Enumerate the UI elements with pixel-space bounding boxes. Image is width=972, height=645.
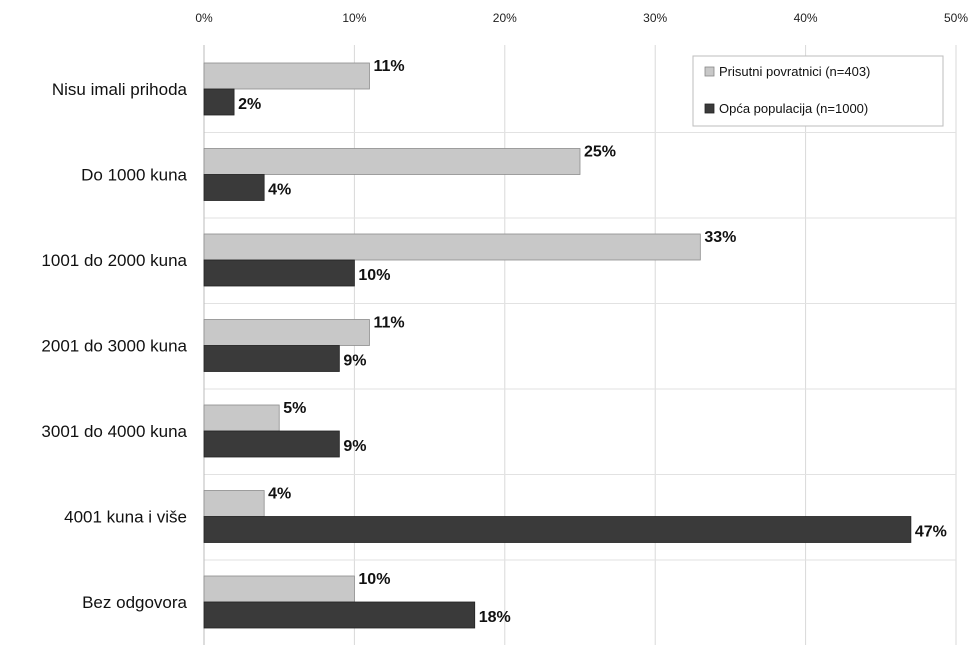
data-label: 9% <box>343 438 366 455</box>
bar-prisutni-povratnici <box>203 490 265 517</box>
bar-prisutni-povratnici <box>203 319 370 346</box>
category-label: 1001 do 2000 kuna <box>41 251 187 270</box>
category-label: 2001 do 3000 kuna <box>41 337 187 356</box>
bar-opca-populacija <box>203 601 476 629</box>
bar-prisutni-povratnici <box>203 575 355 603</box>
bar-opca-populacija <box>203 430 340 458</box>
data-label: 18% <box>479 609 511 626</box>
data-label: 11% <box>373 315 404 332</box>
x-tick-label: 10% <box>342 11 366 25</box>
data-label: 5% <box>283 400 306 417</box>
data-label: 11% <box>373 58 404 75</box>
bar-prisutni-povratnici <box>203 233 701 261</box>
x-axis-ticks: 0% 10% 20% 30% 40% 50% <box>195 11 968 25</box>
x-tick-label: 40% <box>794 11 818 25</box>
legend: Prisutni povratnici (n=403) Opća populac… <box>692 55 944 127</box>
category-labels: Nisu imali prihoda Do 1000 kuna 1001 do 20… <box>41 80 187 612</box>
bar-prisutni-povratnici <box>203 62 370 90</box>
bar-opca-populacija <box>203 88 235 116</box>
category-label: Do 1000 kuna <box>81 166 187 185</box>
bar-opca-populacija <box>203 345 340 372</box>
x-tick-label: 20% <box>493 11 517 25</box>
category-label: 3001 do 4000 kuna <box>41 422 187 441</box>
x-tick-label: 30% <box>643 11 667 25</box>
data-label: 47% <box>915 524 947 541</box>
x-tick-label: 50% <box>944 11 968 25</box>
data-labels: 11% 2% 25% 4% 33% 10% 11% 9% 5% 9% 4% 47% 10% 18% <box>238 58 947 626</box>
legend-label-1: Opća populacija (n=1000) <box>719 101 868 116</box>
bar-prisutni-povratnici <box>203 404 280 432</box>
legend-swatch-0 <box>704 66 715 77</box>
legend-label-0: Prisutni povratnici (n=403) <box>719 64 870 79</box>
data-label: 33% <box>704 229 736 246</box>
bar-opca-populacija <box>203 174 265 201</box>
data-label: 4% <box>268 182 291 199</box>
data-label: 2% <box>238 96 261 113</box>
data-label: 10% <box>358 571 390 588</box>
data-label: 25% <box>584 144 616 161</box>
bars <box>203 62 912 629</box>
bar-prisutni-povratnici <box>203 148 581 175</box>
data-label: 4% <box>268 486 291 503</box>
category-label: Bez odgovora <box>82 593 187 612</box>
data-label: 10% <box>358 267 390 284</box>
bar-opca-populacija <box>203 516 912 543</box>
category-label: 4001 kuna i više <box>64 508 187 527</box>
bar-opca-populacija <box>203 259 355 287</box>
data-label: 9% <box>343 353 366 370</box>
category-label: Nisu imali prihoda <box>52 80 188 99</box>
x-tick-label: 0% <box>195 11 213 25</box>
legend-swatch-1 <box>704 103 715 114</box>
legend-box <box>692 55 944 127</box>
